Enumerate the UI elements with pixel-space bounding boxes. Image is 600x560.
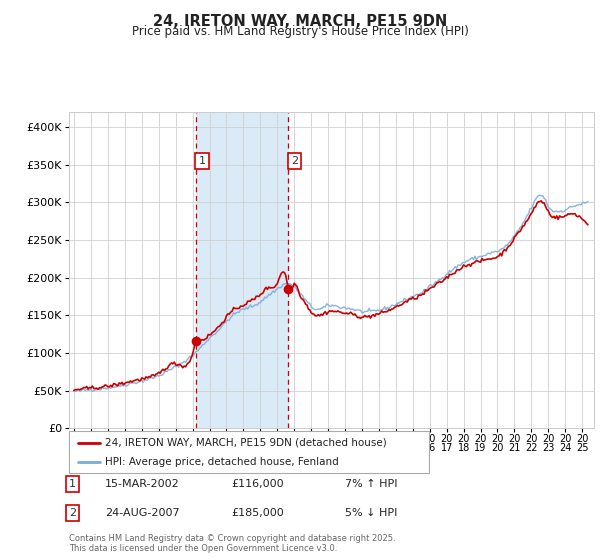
Bar (196, 112, 289, 428)
Text: 2: 2 (69, 508, 76, 518)
Text: £116,000: £116,000 (231, 479, 284, 489)
Text: 24-AUG-2007: 24-AUG-2007 (105, 508, 179, 518)
Text: £185,000: £185,000 (231, 508, 284, 518)
Text: 24, IRETON WAY, MARCH, PE15 9DN (detached house): 24, IRETON WAY, MARCH, PE15 9DN (detache… (105, 437, 387, 447)
Text: 7% ↑ HPI: 7% ↑ HPI (345, 479, 398, 489)
Text: 2: 2 (291, 156, 298, 166)
Text: 24, IRETON WAY, MARCH, PE15 9DN: 24, IRETON WAY, MARCH, PE15 9DN (153, 14, 447, 29)
Text: 1: 1 (69, 479, 76, 489)
Text: Contains HM Land Registry data © Crown copyright and database right 2025.
This d: Contains HM Land Registry data © Crown c… (69, 534, 395, 553)
Text: 15-MAR-2002: 15-MAR-2002 (105, 479, 180, 489)
Text: HPI: Average price, detached house, Fenland: HPI: Average price, detached house, Fenl… (105, 457, 339, 467)
Text: 1: 1 (199, 156, 206, 166)
Text: Price paid vs. HM Land Registry's House Price Index (HPI): Price paid vs. HM Land Registry's House … (131, 25, 469, 38)
Text: 5% ↓ HPI: 5% ↓ HPI (345, 508, 397, 518)
